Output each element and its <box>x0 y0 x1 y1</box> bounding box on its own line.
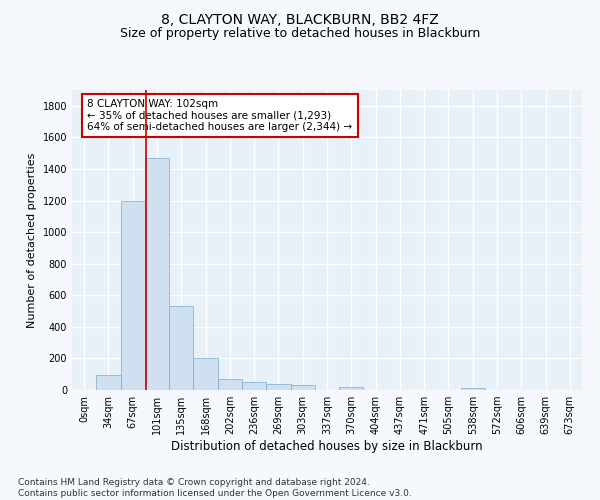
Text: 8, CLAYTON WAY, BLACKBURN, BB2 4FZ: 8, CLAYTON WAY, BLACKBURN, BB2 4FZ <box>161 12 439 26</box>
Bar <box>242 382 266 390</box>
Bar <box>290 386 315 390</box>
X-axis label: Distribution of detached houses by size in Blackburn: Distribution of detached houses by size … <box>171 440 483 453</box>
Bar <box>169 306 193 390</box>
Bar <box>339 387 364 390</box>
Bar <box>266 384 290 390</box>
Text: Contains HM Land Registry data © Crown copyright and database right 2024.
Contai: Contains HM Land Registry data © Crown c… <box>18 478 412 498</box>
Bar <box>145 158 169 390</box>
Bar <box>121 200 145 390</box>
Bar <box>96 375 121 390</box>
Bar <box>461 388 485 390</box>
Text: 8 CLAYTON WAY: 102sqm
← 35% of detached houses are smaller (1,293)
64% of semi-d: 8 CLAYTON WAY: 102sqm ← 35% of detached … <box>88 99 352 132</box>
Bar <box>218 379 242 390</box>
Bar <box>193 358 218 390</box>
Y-axis label: Number of detached properties: Number of detached properties <box>27 152 37 328</box>
Text: Size of property relative to detached houses in Blackburn: Size of property relative to detached ho… <box>120 28 480 40</box>
